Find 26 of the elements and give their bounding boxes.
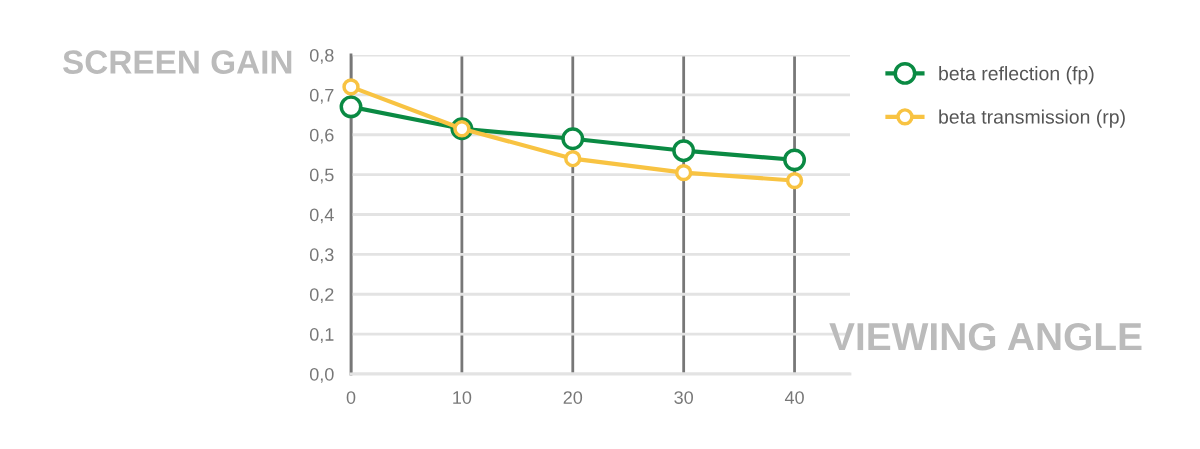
point [674, 163, 693, 182]
point [564, 149, 582, 168]
y-tick-label: 0,6 [309, 128, 334, 144]
point [339, 95, 363, 119]
y-tick-label: 0,0 [309, 367, 334, 383]
y-tick-label: 0,7 [309, 88, 334, 104]
point [672, 139, 696, 163]
x-axis-title: VIEWING ANGLE [829, 322, 1142, 351]
y-tick-label: 0,8 [309, 48, 334, 64]
x-tick-label: 30 [674, 391, 693, 404]
point [561, 127, 585, 151]
legend-label: beta reflection (fp) [939, 66, 1094, 85]
point [785, 171, 804, 190]
x-tick-label: 40 [784, 391, 804, 404]
y-tick-label: 0,2 [309, 288, 334, 304]
y-tick-label: 0,4 [309, 208, 334, 224]
point [783, 148, 807, 172]
y-tick-label: 0,1 [309, 328, 334, 343]
x-tick-label: 20 [563, 391, 583, 404]
point [342, 78, 360, 96]
x-tick-label: 10 [453, 391, 472, 404]
y-tick-label: 0,3 [309, 248, 334, 264]
y-axis-title: SCREEN GAIN [62, 50, 292, 74]
x-tick-label: 0 [346, 391, 356, 404]
legend-label: beta transmission (rp) [939, 109, 1125, 128]
y-tick-label: 0,5 [309, 168, 334, 184]
